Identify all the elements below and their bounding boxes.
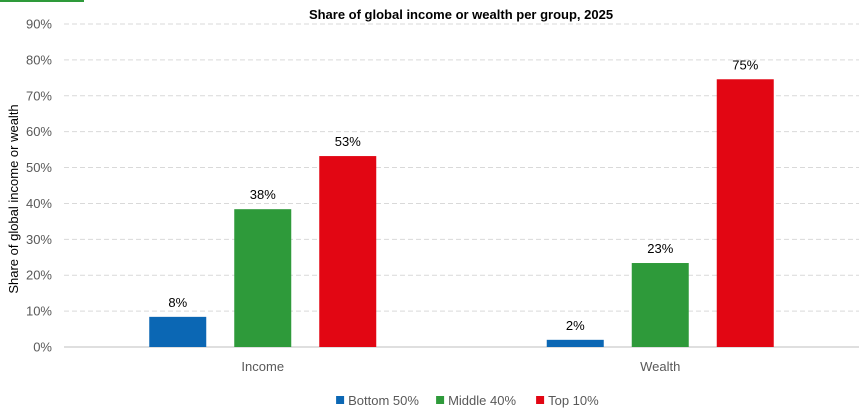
legend-label: Middle 40%: [448, 393, 516, 408]
bars: [149, 79, 774, 347]
legend: Bottom 50% Middle 40% Top 10%: [336, 393, 599, 408]
data-label: 53%: [335, 134, 361, 149]
y-tick-label: 0%: [33, 340, 52, 355]
y-tick-label: 20%: [26, 268, 52, 283]
y-tick-label: 80%: [26, 52, 52, 67]
y-axis-label: Share of global income or wealth: [6, 104, 21, 293]
data-label: 2%: [566, 318, 585, 333]
data-label: 8%: [168, 295, 187, 310]
bar-middle-40--income: [234, 209, 292, 347]
bar-top-10--wealth: [716, 79, 774, 347]
y-tick-label: 10%: [26, 304, 52, 319]
legend-label: Top 10%: [548, 393, 599, 408]
data-label: 23%: [647, 241, 673, 256]
bar-bottom-50--wealth: [546, 339, 604, 347]
bar-top-10--income: [319, 156, 377, 347]
bar-middle-40--wealth: [631, 263, 689, 347]
x-axis-ticks: Income Wealth: [241, 359, 680, 374]
y-tick-label: 60%: [26, 124, 52, 139]
y-axis-ticks: 0% 10% 20% 30% 40% 50% 60% 70% 80% 90%: [26, 17, 52, 355]
y-tick-label: 30%: [26, 232, 52, 247]
y-tick-label: 70%: [26, 88, 52, 103]
data-label: 75%: [732, 57, 758, 72]
x-tick-label: Wealth: [640, 359, 680, 374]
y-tick-label: 50%: [26, 160, 52, 175]
legend-swatch: [336, 396, 345, 404]
x-tick-label: Income: [241, 359, 284, 374]
legend-swatch: [536, 396, 545, 404]
y-tick-label: 40%: [26, 196, 52, 211]
chart-title: Share of global income or wealth per gro…: [309, 7, 613, 22]
legend-label: Bottom 50%: [348, 393, 419, 408]
y-tick-label: 90%: [26, 17, 52, 32]
data-label: 38%: [250, 187, 276, 202]
top-accent-line: [0, 0, 84, 2]
legend-swatch: [436, 396, 445, 404]
bar-bottom-50--income: [149, 316, 207, 347]
data-labels: 8% 38% 53% 2% 23% 75%: [168, 57, 758, 333]
